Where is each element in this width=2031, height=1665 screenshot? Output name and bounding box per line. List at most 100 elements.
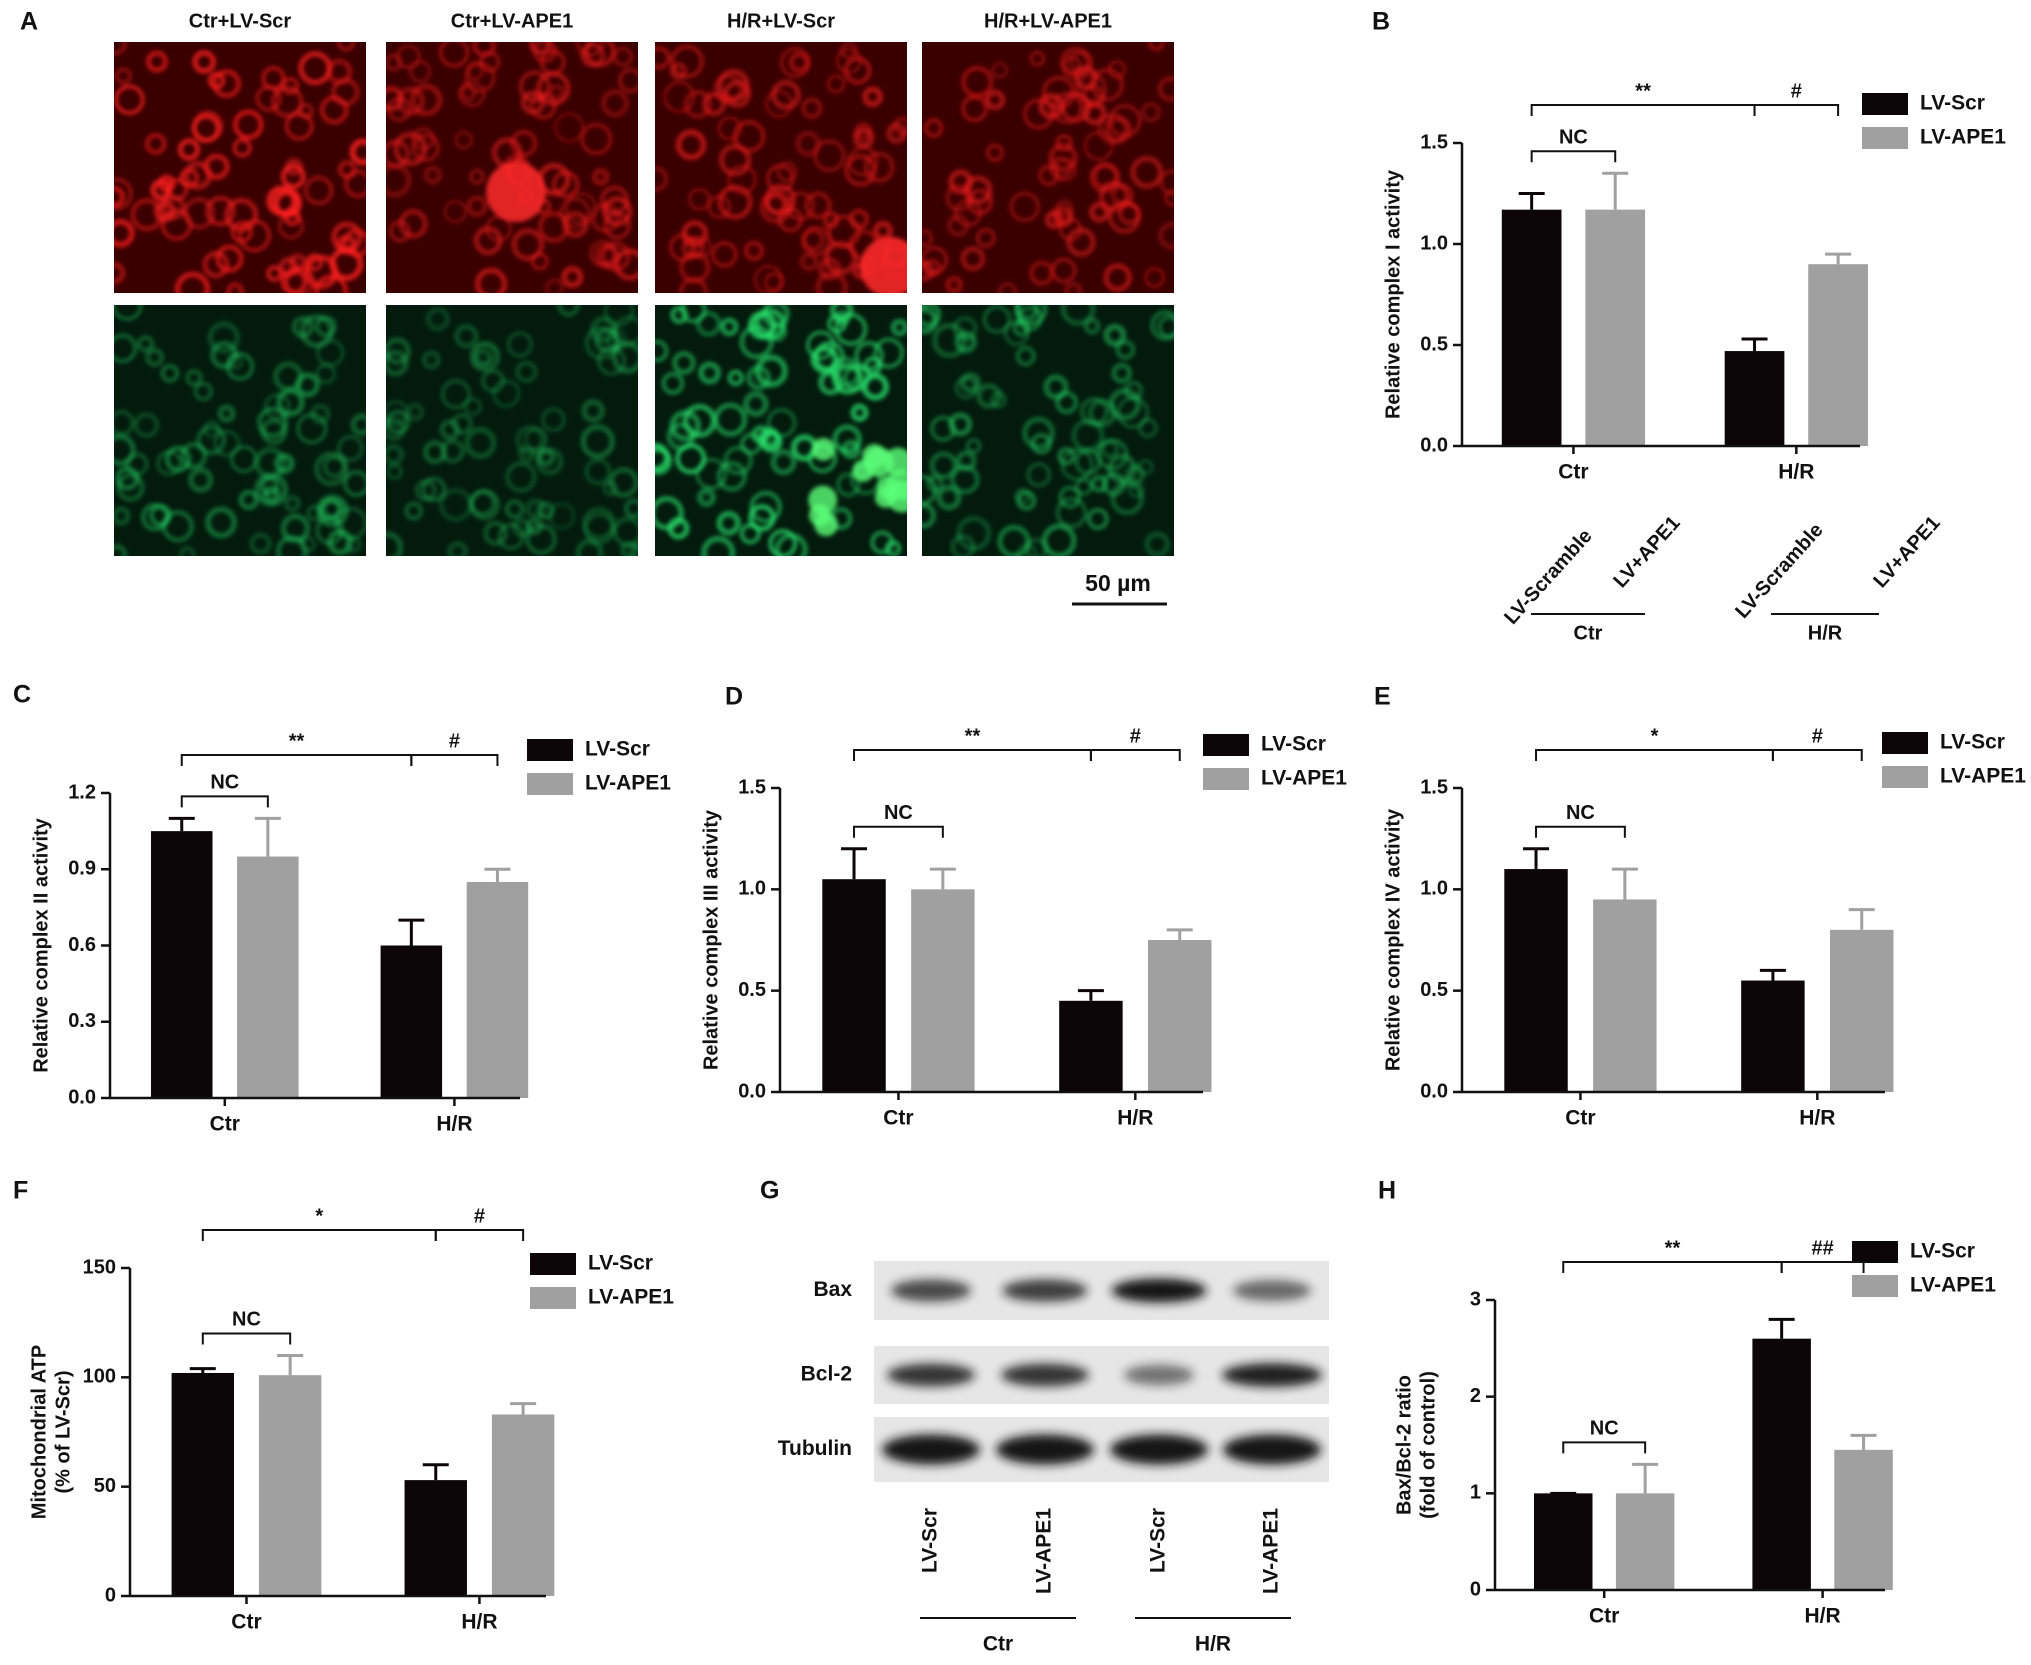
micrograph-title: Ctr+LV-APE1 — [451, 10, 573, 32]
cell — [594, 327, 621, 354]
cell — [1015, 346, 1036, 367]
cell — [810, 345, 839, 374]
significance: ** — [1635, 80, 1651, 102]
band — [1111, 1278, 1207, 1303]
cell — [553, 112, 585, 143]
cell — [280, 164, 306, 189]
cell — [768, 529, 798, 556]
lane-label: LV+APE1 — [1869, 512, 1944, 592]
cell — [1014, 488, 1031, 505]
cell — [1055, 199, 1074, 218]
cell — [314, 451, 349, 487]
cell — [862, 86, 883, 108]
cell — [191, 114, 221, 143]
y-tick-label: 2 — [1470, 1385, 1481, 1407]
cell — [192, 50, 216, 74]
panel-label: F — [13, 1177, 28, 1205]
bracket — [1530, 104, 1756, 116]
cell — [215, 244, 244, 273]
cell — [965, 438, 982, 454]
bar — [1148, 940, 1212, 1092]
cell — [701, 535, 736, 556]
cell — [675, 129, 707, 161]
cell — [421, 476, 447, 502]
cell — [393, 131, 428, 167]
cell — [695, 311, 722, 337]
cell — [1073, 65, 1099, 90]
y-tick-label: 100 — [83, 1366, 116, 1388]
cell — [655, 447, 673, 475]
cell — [425, 306, 451, 332]
bar — [491, 1414, 555, 1596]
cell — [249, 532, 272, 556]
cell — [923, 118, 944, 139]
legend-label: LV-Scr — [1940, 731, 2005, 754]
cell — [230, 221, 253, 243]
bracket — [853, 825, 944, 838]
cell — [1043, 374, 1069, 400]
cell — [205, 196, 236, 227]
cell — [255, 85, 282, 112]
cell — [492, 379, 521, 408]
cell — [701, 91, 727, 117]
band — [996, 1434, 1094, 1465]
y-axis-label: Relative complex III activity — [700, 809, 722, 1070]
cell — [1058, 217, 1083, 242]
cell — [1041, 75, 1076, 110]
cell — [149, 503, 172, 527]
cell — [504, 460, 537, 493]
cell — [1140, 101, 1162, 123]
cell — [1060, 305, 1096, 326]
x-tick-label: Ctr — [210, 1113, 240, 1136]
cell — [727, 369, 744, 386]
cell — [150, 179, 173, 201]
cell — [776, 161, 798, 183]
legend-label: LV-APE1 — [588, 1286, 674, 1309]
cell — [396, 86, 426, 116]
cell — [670, 306, 689, 324]
y-tick-label: 0 — [1470, 1578, 1481, 1600]
cell — [146, 50, 168, 73]
y-axis-label: Bax/Bcl-2 ratio — [1393, 1375, 1415, 1515]
panel-label: B — [1372, 8, 1390, 36]
cell — [655, 166, 669, 192]
significance: # — [449, 730, 460, 752]
bar — [1501, 209, 1562, 446]
bar — [1585, 209, 1646, 446]
cell — [663, 80, 696, 113]
cell — [284, 111, 314, 141]
legend-swatch — [1882, 766, 1928, 788]
band — [882, 1434, 980, 1465]
cell — [1137, 417, 1158, 439]
cell — [926, 474, 944, 493]
cell — [1055, 496, 1088, 529]
legend-swatch — [527, 739, 573, 761]
cell — [811, 437, 835, 461]
cell — [458, 80, 486, 108]
cell — [668, 233, 697, 262]
cell — [1058, 485, 1082, 509]
cell — [1111, 362, 1133, 384]
cell — [114, 544, 127, 556]
x-tick-label: Ctr — [1589, 1605, 1619, 1628]
cell — [114, 67, 132, 85]
x-tick-label: H/R — [436, 1113, 472, 1136]
bar — [1830, 929, 1894, 1092]
cell — [438, 42, 470, 68]
cell — [1157, 75, 1174, 102]
bracket — [434, 1229, 525, 1241]
cell — [232, 138, 252, 158]
cell — [1053, 157, 1077, 182]
cell — [669, 62, 688, 80]
y-tick-label: 3 — [1470, 1288, 1481, 1310]
cell — [1107, 60, 1127, 79]
cell — [137, 335, 155, 353]
x-tick-label: Ctr — [1558, 461, 1588, 484]
cell — [114, 219, 135, 248]
bracket — [1753, 104, 1840, 116]
cell — [193, 382, 213, 401]
cell — [976, 383, 1002, 409]
cell — [350, 413, 366, 436]
legend-swatch — [1203, 734, 1249, 756]
